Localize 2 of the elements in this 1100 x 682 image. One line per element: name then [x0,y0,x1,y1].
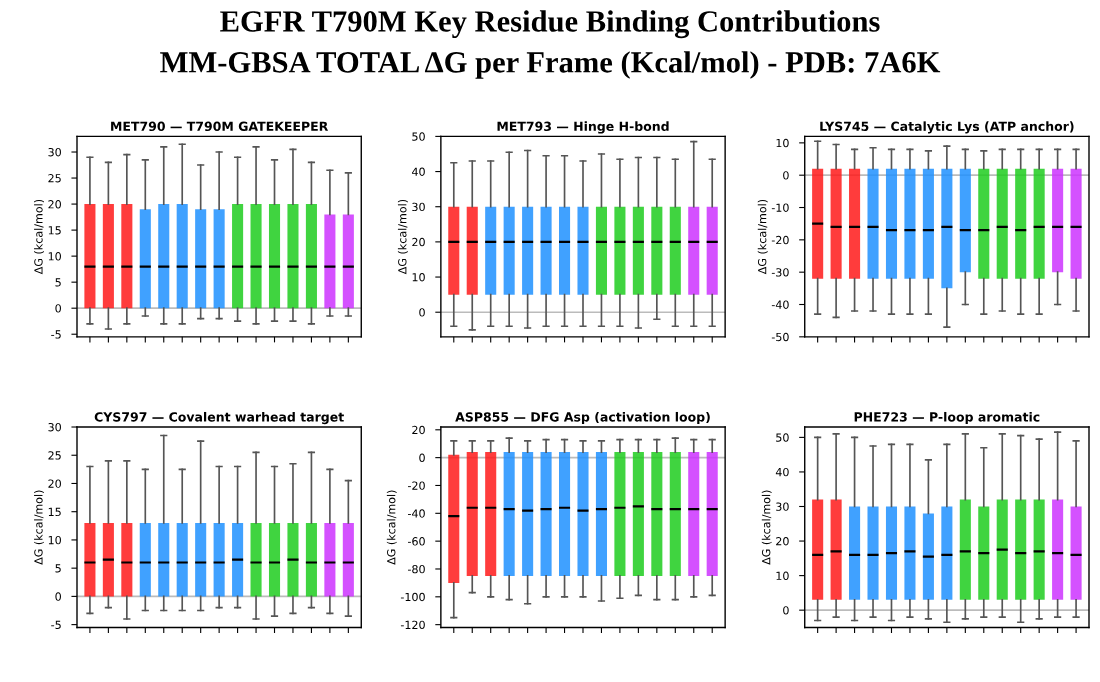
text: EGFR T790M Key Residue Binding Contributions [220,10,880,39]
text: MM-GBSA TOTAL ΔG per Frame (Kcal/mol) - PDB: 7A6K [160,51,941,79]
